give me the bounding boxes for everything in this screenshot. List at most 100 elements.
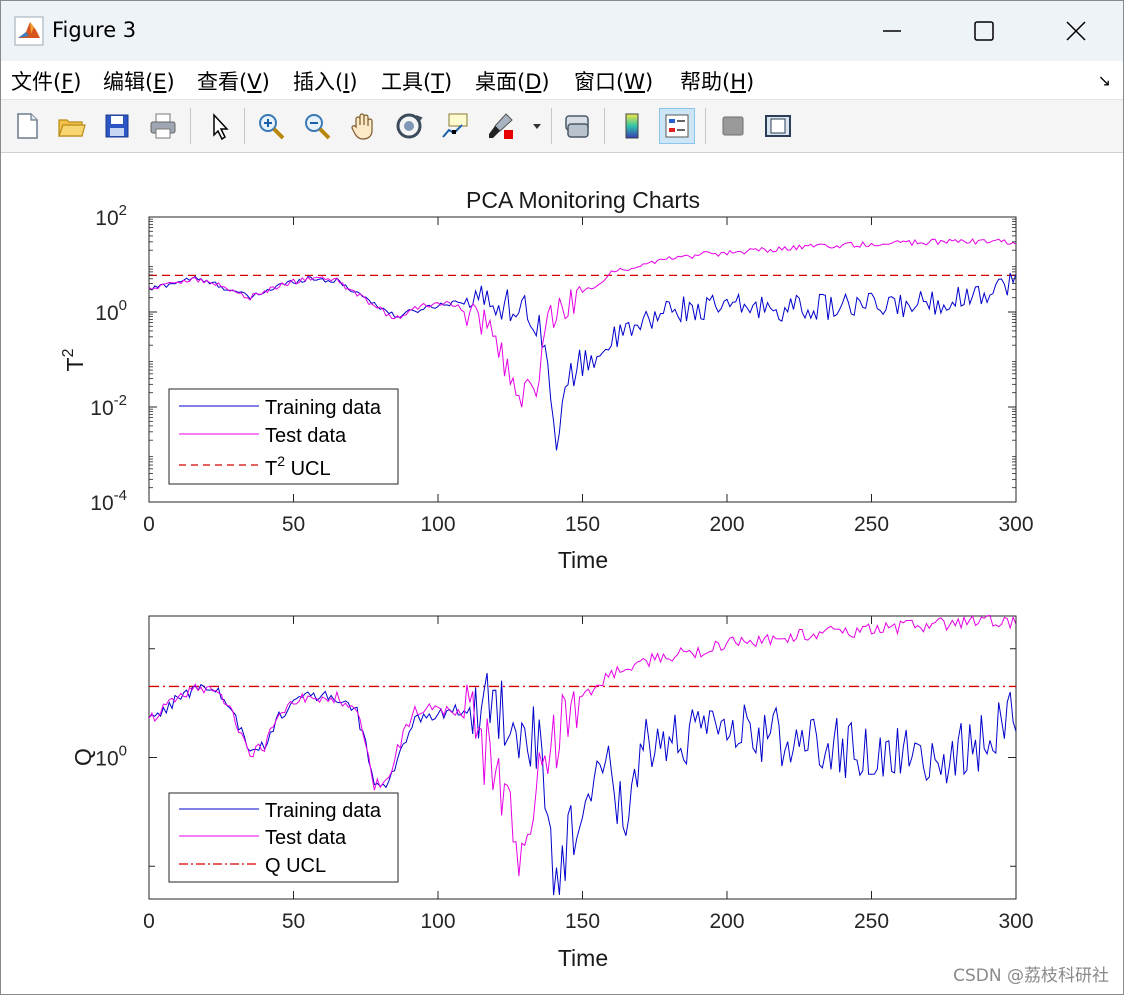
q-axes: 0 50 100 150 200 250 300 100 Time Q Training d… (70, 614, 1034, 971)
menu-window[interactable]: 窗口(W) (574, 70, 654, 94)
t2-ylabel: T2 (60, 348, 88, 371)
menu-bar: 文件(F) 编辑(E) 查看(V) 插入(I) 工具(T) 桌面(D) 窗口(W… (1, 61, 1123, 100)
training-data-line (148, 272, 1017, 451)
menu-edit[interactable]: 编辑(E) (103, 70, 175, 94)
zoom-out-icon (305, 114, 331, 140)
figure-toolbar (1, 100, 1123, 153)
link-plot-button[interactable] (559, 108, 595, 144)
menu-insert[interactable]: 插入(I) (293, 70, 358, 94)
x-tick-label: 0 (143, 513, 155, 536)
legend-label-training: Training data (265, 800, 382, 822)
close-button[interactable] (1030, 1, 1122, 61)
legend-label-q-ucl: Q UCL (265, 855, 326, 877)
legend-label-test: Test data (265, 425, 347, 447)
zoom-in-button[interactable] (253, 108, 289, 144)
x-tick-label: 100 (420, 910, 455, 933)
show-plot-tools-button[interactable] (760, 108, 796, 144)
insert-colorbar-button[interactable] (614, 108, 650, 144)
zoom-out-button[interactable] (299, 108, 335, 144)
t2-axes: PCA Monitoring Charts 0 50 100 150 200 250 300… (60, 187, 1034, 573)
test-data-line (148, 614, 1017, 877)
training-data-line (148, 672, 1017, 896)
pan-hand-icon (351, 113, 373, 140)
maximize-button[interactable] (938, 1, 1030, 61)
y-tick-label: 10-4 (90, 487, 127, 515)
data-cursor-button[interactable] (437, 108, 473, 144)
t2-xlabel: Time (558, 547, 608, 573)
select-pointer-icon (213, 113, 229, 141)
chevron-down-icon (533, 124, 541, 129)
t2-legend-box (168, 388, 399, 485)
x-tick-label: 50 (282, 513, 305, 536)
maximize-icon (974, 21, 994, 41)
q-xlabel: Time (558, 945, 608, 971)
new-file-icon (17, 113, 38, 139)
insert-legend-button[interactable] (659, 108, 695, 144)
x-tick-label: 0 (143, 910, 155, 933)
y-tick-label: 100 (95, 297, 127, 325)
toolbar-separator (705, 108, 706, 144)
x-tick-label: 250 (854, 513, 889, 536)
toolbar-separator (551, 108, 552, 144)
menu-file[interactable]: 文件(F) (11, 70, 82, 94)
save-icon (105, 114, 129, 138)
y-tick-label: 100 (95, 743, 127, 771)
legend-label-training: Training data (265, 397, 382, 419)
print-icon (150, 113, 176, 139)
x-tick-label: 250 (854, 910, 889, 933)
open-file-button[interactable] (53, 108, 89, 144)
watermark: CSDN @荔枝科研社 (953, 966, 1109, 986)
matlab-logo-icon (14, 16, 44, 46)
menu-help[interactable]: 帮助(H) (680, 70, 755, 94)
rotate-3d-icon (396, 113, 423, 139)
x-tick-label: 300 (998, 513, 1033, 536)
y-tick-label: 10-2 (90, 392, 127, 420)
zoom-in-icon (259, 114, 285, 140)
x-tick-label: 200 (709, 910, 744, 933)
x-tick-label: 300 (998, 910, 1033, 933)
brush-icon (489, 113, 513, 139)
title-bar: Figure 3 (1, 1, 1123, 61)
edit-plot-button[interactable] (201, 108, 237, 144)
colorbar-icon (625, 113, 639, 139)
x-tick-label: 200 (709, 513, 744, 536)
save-button[interactable] (99, 108, 135, 144)
toolbar-separator (244, 108, 245, 144)
test-data-line (148, 238, 1017, 408)
toolbar-separator (190, 108, 191, 144)
menu-view[interactable]: 查看(V) (197, 70, 270, 94)
x-tick-label: 100 (420, 513, 455, 536)
menu-tools[interactable]: 工具(T) (381, 70, 453, 94)
q-legend[interactable]: Training data Test data Q UCL (168, 792, 399, 883)
hide-plot-tools-icon (722, 116, 744, 136)
new-figure-button[interactable] (9, 108, 45, 144)
plots-svg: PCA Monitoring Charts 0 50 100 150 200 250 300… (60, 187, 1034, 971)
toolbar-separator (604, 108, 605, 144)
t2-legend[interactable]: Training data Test data T2 UCL (168, 388, 399, 485)
menu-desktop[interactable]: 桌面(D) (475, 70, 550, 94)
hide-plot-tools-button[interactable] (715, 108, 751, 144)
x-tick-label: 150 (565, 910, 600, 933)
data-cursor-icon (442, 113, 468, 138)
chart-title: PCA Monitoring Charts (466, 187, 700, 213)
close-icon (1066, 21, 1086, 41)
dock-arrow-icon[interactable]: ↘ (1097, 71, 1111, 90)
legend-icon (665, 114, 689, 138)
y-tick-label: 102 (95, 202, 127, 230)
link-plot-icon (565, 115, 589, 138)
window-title: Figure 3 (52, 18, 137, 42)
brush-button[interactable] (483, 108, 519, 144)
x-tick-label: 150 (565, 513, 600, 536)
legend-label-t2-ucl: T2 UCL (265, 453, 331, 480)
minimize-button[interactable] (846, 1, 938, 61)
print-button[interactable] (145, 108, 181, 144)
brush-dropdown-button[interactable] (529, 108, 545, 144)
x-tick-label: 50 (282, 910, 305, 933)
show-plot-tools-icon (765, 115, 791, 137)
q-ylabel: Q (70, 748, 96, 766)
rotate-3d-button[interactable] (391, 108, 427, 144)
open-folder-icon (58, 119, 86, 137)
figure-canvas: PCA Monitoring Charts 0 50 100 150 200 250 300… (1, 153, 1123, 994)
pan-button[interactable] (345, 108, 381, 144)
